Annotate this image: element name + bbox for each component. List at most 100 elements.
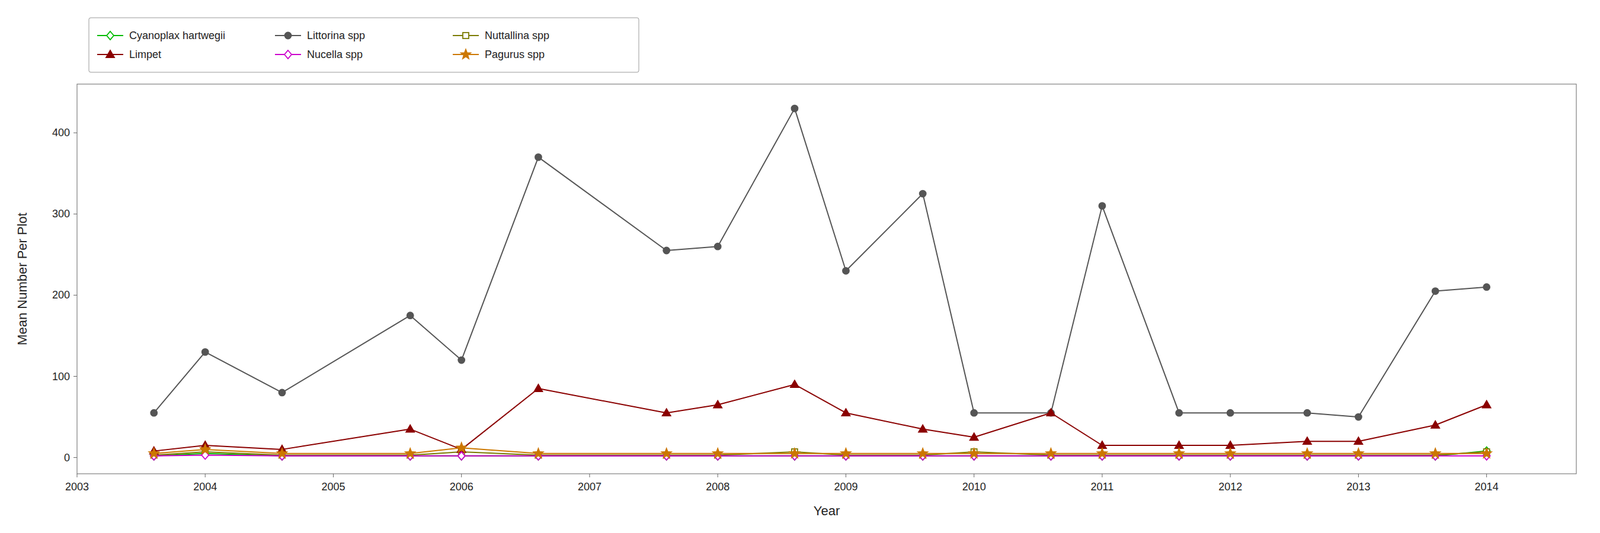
page: {"chart_data": {"type": "line", "x_label… xyxy=(0,0,1600,533)
x-tick-label: 2003 xyxy=(65,481,89,494)
point xyxy=(661,448,672,458)
legend-item: Littorina spp xyxy=(274,29,366,42)
legend-item: Nuttallina spp xyxy=(452,29,550,42)
x-tick xyxy=(205,474,206,478)
point xyxy=(919,190,927,198)
legend-label: Nuttallina spp xyxy=(484,29,550,42)
y-tick-label: 300 xyxy=(52,208,70,220)
point xyxy=(456,443,467,453)
plot-area xyxy=(77,84,1577,475)
point xyxy=(535,154,542,161)
x-tick xyxy=(77,474,78,478)
point xyxy=(791,105,798,112)
point xyxy=(841,408,850,416)
legend-item: Pagurus spp xyxy=(452,48,545,61)
point xyxy=(1174,448,1184,458)
point xyxy=(1097,448,1107,458)
series xyxy=(150,105,1490,421)
point xyxy=(202,349,209,356)
chart: 2003200420052006200720082009201020112012… xyxy=(0,0,1600,533)
legend-label: Cyanoplax hartwegii xyxy=(129,29,226,42)
point xyxy=(150,410,158,417)
x-tick xyxy=(333,474,334,478)
x-tick xyxy=(589,474,590,478)
x-axis-title: Year xyxy=(813,503,840,519)
point xyxy=(278,389,286,396)
legend-swatch-marker xyxy=(462,32,469,39)
point xyxy=(1431,421,1440,429)
x-tick-label: 2011 xyxy=(1090,481,1115,494)
x-tick-label: 2004 xyxy=(193,481,217,494)
x-tick-label: 2008 xyxy=(705,481,730,494)
legend-item: Limpet xyxy=(97,48,162,61)
y-tick xyxy=(73,295,78,296)
series-line xyxy=(154,455,1487,456)
point xyxy=(1227,410,1234,417)
x-tick-label: 2010 xyxy=(962,481,987,494)
point xyxy=(969,448,979,458)
y-tick-label: 0 xyxy=(64,452,70,464)
series xyxy=(149,380,1491,454)
x-tick xyxy=(717,474,719,478)
point xyxy=(533,384,543,392)
legend-swatch-marker xyxy=(285,32,292,40)
y-tick-label: 400 xyxy=(52,126,70,139)
data-layer xyxy=(149,105,1492,461)
legend-item: Nucella spp xyxy=(274,48,363,61)
legend-swatch-marker xyxy=(106,31,114,40)
y-tick xyxy=(73,132,78,134)
point xyxy=(458,357,465,364)
y-axis-title: Mean Number Per Plot xyxy=(14,212,30,346)
point xyxy=(1225,448,1235,458)
series-line xyxy=(154,108,1487,418)
point xyxy=(458,452,466,461)
legend-label: Nucella spp xyxy=(306,48,363,61)
point xyxy=(714,243,722,251)
point xyxy=(663,247,670,255)
point xyxy=(200,444,210,454)
plot-frame xyxy=(77,84,1577,475)
point xyxy=(1302,448,1312,458)
x-tick-label: 2006 xyxy=(449,481,474,494)
point xyxy=(1303,437,1312,445)
point xyxy=(1046,408,1055,416)
point xyxy=(277,448,287,458)
y-tick xyxy=(73,213,78,215)
legend-label: Pagurus spp xyxy=(484,48,545,61)
x-tick xyxy=(973,474,975,478)
legend-swatch-marker xyxy=(284,50,292,59)
x-tick xyxy=(461,474,462,478)
point xyxy=(1430,448,1440,458)
point xyxy=(662,408,671,416)
point xyxy=(405,448,415,458)
point xyxy=(970,433,979,441)
point xyxy=(1045,448,1056,458)
point xyxy=(970,410,978,417)
x-tick xyxy=(1358,474,1359,478)
point xyxy=(1355,414,1362,421)
x-tick-label: 2014 xyxy=(1474,481,1499,494)
point xyxy=(842,267,850,275)
point xyxy=(918,425,927,433)
point xyxy=(712,448,723,458)
legend-swatch-marker xyxy=(461,49,471,59)
x-tick xyxy=(845,474,847,478)
point xyxy=(789,448,800,458)
y-tick xyxy=(73,457,78,459)
x-tick-label: 2012 xyxy=(1218,481,1243,494)
legend-frame xyxy=(88,17,639,73)
point xyxy=(1482,400,1491,408)
y-tick-label: 200 xyxy=(52,289,70,302)
axes: 2003200420052006200720082009201020112012… xyxy=(52,84,1577,494)
point xyxy=(1098,202,1106,210)
series xyxy=(150,447,1491,461)
point xyxy=(1432,288,1439,295)
point xyxy=(1303,410,1311,417)
series-line xyxy=(154,384,1487,451)
x-tick xyxy=(1101,474,1103,478)
legend-label: Limpet xyxy=(129,48,162,61)
point xyxy=(840,448,851,458)
x-tick xyxy=(1230,474,1231,478)
x-tick-label: 2013 xyxy=(1346,481,1371,494)
legend-swatch-marker xyxy=(106,50,115,58)
